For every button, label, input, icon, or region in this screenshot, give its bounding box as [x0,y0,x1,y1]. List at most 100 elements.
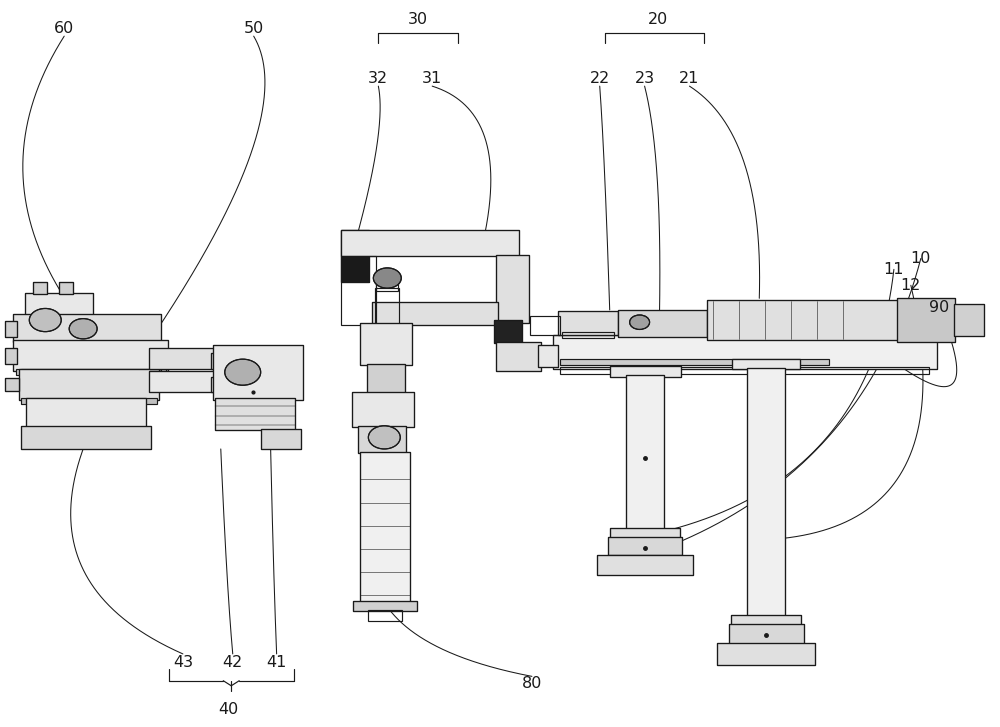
Bar [626,375,664,536]
Bar [897,298,955,342]
Bar [5,378,19,391]
Bar [5,378,19,391]
Circle shape [225,359,261,385]
Text: 23: 23 [635,71,655,87]
Bar [610,528,680,539]
Bar [59,282,73,294]
Bar [352,393,414,427]
Bar [13,314,161,342]
Bar [149,348,214,369]
Bar [213,345,303,400]
Bar [608,537,682,555]
Text: 42: 42 [223,655,243,670]
Bar [558,311,618,334]
Text: 31: 31 [422,71,442,87]
Bar [211,353,271,369]
Bar [372,302,498,325]
Bar [358,426,406,454]
Bar [5,321,17,337]
Bar [33,282,47,294]
Bar [717,643,815,664]
Bar [367,364,405,394]
Bar [19,369,159,400]
Bar [341,230,519,257]
Bar [375,288,399,324]
Bar [707,300,902,340]
Bar [21,426,151,449]
Text: 32: 32 [368,71,388,87]
Circle shape [373,268,401,288]
Bar [33,282,47,294]
Bar [360,323,412,365]
Bar [618,310,707,337]
Bar [560,359,829,365]
Bar [367,364,405,394]
Bar [149,371,214,393]
Bar [13,340,168,371]
Bar [25,292,93,316]
Bar [5,348,17,364]
Text: 41: 41 [266,655,287,670]
Bar [597,555,693,575]
Bar [358,426,406,454]
Bar [954,304,984,336]
Bar [211,353,271,369]
Bar [341,257,376,325]
Bar [954,304,984,336]
Bar [21,398,157,404]
Bar [707,300,902,340]
Bar [21,369,161,372]
Text: 60: 60 [54,21,74,36]
Bar [729,624,804,645]
Bar [13,314,161,342]
Bar [496,342,541,371]
Bar [13,340,168,371]
Bar [618,310,707,337]
Bar [352,393,414,427]
Bar [553,334,937,369]
Text: 30: 30 [408,12,428,27]
Bar [747,368,785,623]
Bar [597,555,693,575]
Bar [731,615,801,626]
Bar [610,366,681,377]
Bar [376,280,398,291]
Bar [21,426,151,449]
Circle shape [29,308,61,332]
Bar [496,342,541,371]
Bar [261,429,301,449]
Bar [19,369,159,400]
Bar [560,367,929,374]
Text: 43: 43 [173,655,193,670]
Bar [496,255,529,323]
Bar [341,230,369,282]
Bar [353,601,417,611]
Text: 80: 80 [522,676,542,691]
Text: 11: 11 [884,262,904,277]
Bar [341,230,519,257]
Text: 21: 21 [679,71,700,87]
Bar [538,345,558,367]
Text: 12: 12 [901,278,921,293]
Bar [494,320,522,343]
Bar [562,332,614,338]
Bar [553,334,937,369]
Bar [26,398,146,427]
Bar [731,615,801,626]
Text: 50: 50 [244,21,264,36]
Bar [26,398,146,427]
Text: 22: 22 [590,71,610,87]
Bar [211,377,271,393]
Bar [215,398,295,430]
Bar [368,610,402,622]
Bar [372,302,498,325]
Bar [59,282,73,294]
Circle shape [630,315,650,329]
Bar [729,624,804,645]
Bar [608,537,682,555]
Bar [211,377,271,393]
Bar [717,643,815,664]
Bar [353,601,417,611]
Bar [213,345,303,400]
Bar [538,345,558,367]
